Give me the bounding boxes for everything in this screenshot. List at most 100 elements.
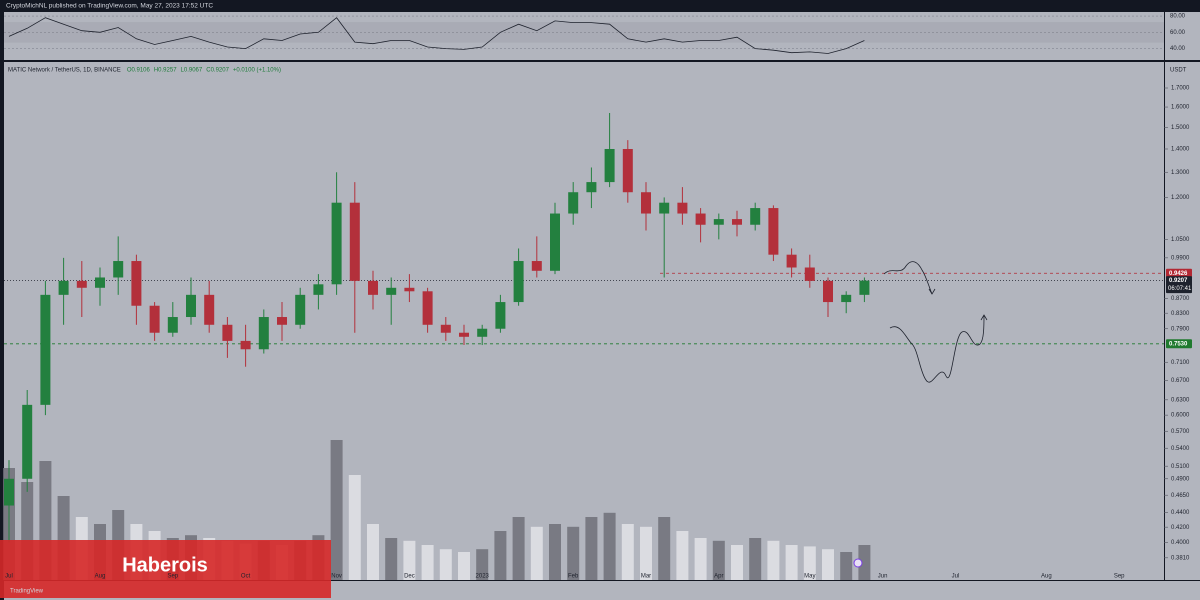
volume-bar [367, 524, 379, 580]
x-tick-label: Nov [331, 574, 342, 580]
volume-bar [512, 517, 525, 580]
volume-bar [330, 440, 343, 580]
candle-body [750, 208, 761, 225]
volume-bar [567, 526, 580, 580]
y-tick-label: 0.5700 [1171, 429, 1190, 435]
y-tick-label: 1.2000 [1171, 195, 1190, 201]
candle-body [841, 294, 852, 303]
candle-body [58, 280, 69, 295]
candle-body [4, 478, 14, 506]
volume-bar [803, 546, 816, 580]
candle-body [641, 192, 651, 214]
y-tick-label: 1.0500 [1171, 237, 1190, 243]
ohlc-value: H0.9257 [154, 68, 177, 74]
candle-body [204, 294, 215, 325]
candle-body [422, 291, 433, 325]
candle-body [622, 148, 633, 193]
x-tick-label: Jun [878, 574, 888, 580]
banner [0, 540, 331, 598]
volume-bar [658, 517, 671, 580]
candle-body [40, 294, 51, 405]
candle-body [823, 280, 833, 303]
volume-bar [822, 549, 834, 580]
y-tick-label: 0.3810 [1171, 555, 1190, 561]
price-axis [1165, 62, 1200, 580]
y-tick-label: 1.7000 [1171, 86, 1190, 92]
y-tick-label: 0.5100 [1171, 464, 1190, 470]
volume-bar [385, 538, 398, 580]
volume-bar [749, 538, 762, 580]
ohlc-value: O0.9106 [127, 68, 151, 74]
volume-bar [785, 545, 798, 580]
y-tick-label: 0.4000 [1171, 540, 1190, 546]
price-pane [4, 62, 1164, 580]
volume-bar [858, 545, 871, 580]
candle-body [22, 404, 33, 479]
y-tick-label: 40.00 [1170, 46, 1186, 52]
y-tick-label: 80.00 [1170, 14, 1186, 20]
candle-body [368, 280, 378, 295]
candle-body [804, 267, 815, 281]
candle-body [277, 317, 287, 325]
rsi-axis [1165, 12, 1200, 60]
volume-bar [676, 531, 689, 580]
rsi-layer [4, 15, 1164, 54]
price-label: 0.9426 [1169, 271, 1188, 277]
candle-body [550, 213, 560, 271]
y-tick-label: 0.4900 [1171, 476, 1190, 482]
price-label-box [1166, 268, 1192, 278]
volume-bar [603, 512, 616, 580]
x-tick-label: 2023 [476, 574, 490, 580]
rsi-line [8, 17, 865, 54]
candle-body [586, 182, 597, 193]
price-label-box [1166, 339, 1192, 349]
candle-body [76, 280, 87, 288]
x-tick-label: May [804, 574, 815, 580]
ohlc-value: +0.0100 (+1.10%) [233, 68, 281, 74]
candle-body [677, 202, 688, 214]
projection-up [883, 261, 933, 295]
y-tick-label: 0.9900 [1171, 255, 1190, 261]
candle-body [513, 261, 524, 303]
y-tick-label: 60.00 [1170, 30, 1186, 36]
main-layer [3, 87, 1168, 580]
candle-body [604, 148, 615, 183]
candle-body [331, 202, 342, 285]
y-tick-label: 0.6300 [1171, 397, 1190, 403]
y-tick-label: 0.8700 [1171, 296, 1190, 302]
volume-bar [530, 526, 543, 580]
volume-bar [458, 552, 470, 580]
projection-down [889, 314, 985, 383]
volume-bar [694, 538, 707, 580]
volume-bar [731, 545, 743, 580]
currency: USDT [1170, 68, 1187, 74]
candle-body [113, 261, 124, 278]
candle-body [186, 294, 196, 318]
candle-body [732, 219, 742, 225]
x-tick-label: Jul [952, 574, 960, 580]
symbol: MATIC Network / TetherUS, 1D, BINANCE [8, 68, 121, 74]
y-tick-label: 0.8300 [1171, 311, 1190, 317]
x-tick-label: Aug [95, 574, 106, 580]
y-tick-label: 0.5400 [1171, 446, 1190, 452]
candle-body [313, 284, 324, 295]
candle-body [222, 324, 233, 341]
candle-body [240, 340, 251, 350]
volume-bar [767, 540, 780, 580]
arrowhead [928, 288, 936, 295]
volume-bar [494, 531, 507, 580]
logo: TradingView [10, 589, 44, 595]
candle-body [440, 324, 451, 333]
x-tick-label: Oct [241, 574, 251, 580]
candle-body [786, 254, 797, 268]
candle-body [295, 294, 306, 325]
candle-body [95, 277, 105, 288]
x-tick-label: Feb [568, 574, 579, 580]
candle-body [659, 202, 670, 214]
volume-bar [840, 552, 853, 580]
candle-body [149, 305, 160, 333]
volume-bar [348, 475, 361, 580]
ohlc-value: L0.9067 [181, 68, 203, 74]
countdown: 06:07:41 [1168, 286, 1192, 292]
event-icon[interactable] [853, 558, 863, 568]
